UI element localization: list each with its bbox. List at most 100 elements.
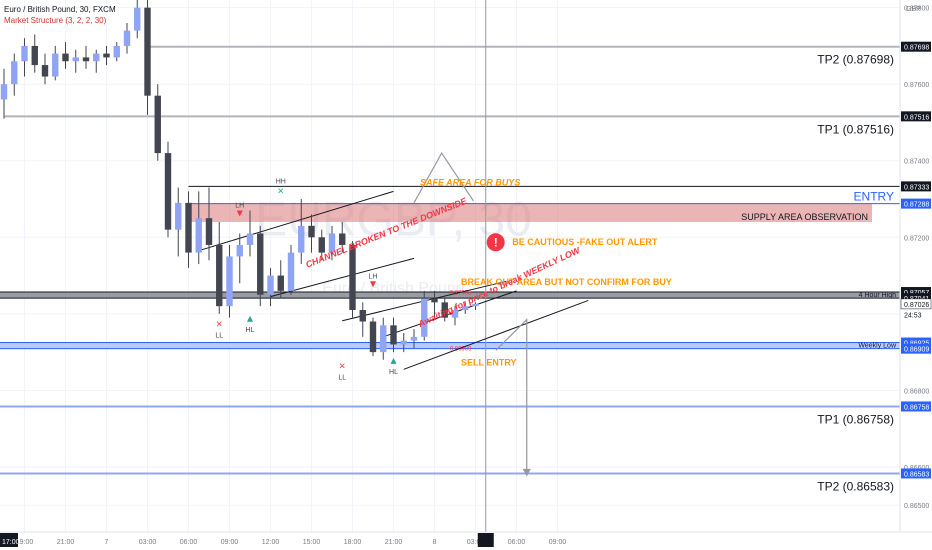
- structure-label: LL: [338, 375, 346, 382]
- candle: [21, 38, 28, 77]
- price-tag-label: 0.87516: [904, 114, 929, 121]
- level-label: TP1 (0.87516): [817, 122, 894, 136]
- structure-marker: HL: [246, 315, 255, 334]
- time-tick-label: 06:00: [180, 539, 198, 546]
- candle: [472, 302, 479, 311]
- time-axis-background: [0, 532, 932, 550]
- candle: [298, 199, 305, 265]
- candle-body: [236, 244, 243, 257]
- candle: [390, 317, 397, 353]
- price-tag-label: 24:53: [904, 313, 922, 320]
- price-tag-box: [901, 309, 931, 320]
- structure-label: HH: [276, 179, 286, 186]
- four-hour-high-label: 4 Hour High: [859, 292, 896, 299]
- candle-body: [62, 53, 69, 62]
- candle: [11, 53, 18, 96]
- level-price-label: 0.87056: [450, 290, 472, 296]
- price-tick-label: 0.86800: [904, 388, 929, 395]
- candle-body: [421, 298, 428, 337]
- candle-body: [267, 275, 274, 295]
- price-tag: 0.87026: [900, 298, 932, 310]
- candle-body: [144, 7, 151, 96]
- structure-label: HL: [389, 369, 398, 376]
- symbol-title[interactable]: Euro / British Pound, 30, FXCM: [4, 5, 116, 14]
- price-tick-label: 0.86500: [904, 503, 929, 510]
- candle: [451, 306, 459, 326]
- currency-label: GBP: [906, 6, 921, 13]
- candle: [257, 225, 264, 307]
- candle-body: [72, 57, 79, 62]
- price-tag: 0.86583: [901, 468, 931, 479]
- candle: [369, 317, 377, 356]
- weekly-low-label: Weekly Low: [858, 343, 897, 350]
- structure-label: LH: [369, 273, 378, 280]
- higher-high-marker: ×: [278, 186, 284, 198]
- price-axis-background: [900, 0, 932, 532]
- candle-body: [451, 310, 459, 318]
- time-tick-label: 15:00: [303, 539, 321, 546]
- higher-low-marker: [247, 315, 253, 322]
- price-tag-box: [901, 41, 931, 52]
- price-tag-box: [901, 468, 931, 479]
- candle-body: [287, 252, 295, 291]
- candle: [113, 42, 120, 62]
- price-tag: 0.87333: [901, 181, 931, 192]
- alert-icon-circle: [486, 233, 505, 252]
- candle: [246, 210, 254, 257]
- candle-body: [175, 202, 182, 230]
- time-tick-label: 12:00: [262, 539, 280, 546]
- candle: [349, 241, 356, 318]
- time-tick-label: 03:00: [139, 539, 157, 546]
- candle-body: [369, 321, 377, 353]
- channel-line: [403, 299, 589, 370]
- time-tick-label: 8: [433, 539, 437, 546]
- supply-zone: [188, 203, 872, 222]
- alert-icon: !: [486, 233, 505, 252]
- candle: [175, 187, 182, 257]
- price-tag-label: 0.86758: [904, 404, 929, 411]
- time-tick-label: 19:00: [16, 539, 34, 546]
- candle: [462, 302, 469, 314]
- candle: [277, 260, 284, 299]
- lower-high-marker: [370, 281, 376, 288]
- candle: [380, 317, 387, 360]
- candle-body: [298, 225, 305, 253]
- candle-body: [11, 61, 18, 85]
- price-tag: 0.86909: [901, 343, 931, 354]
- candle-body: [318, 237, 325, 253]
- crosshair-time-tag: [477, 533, 494, 547]
- time-tick-label: 21:00: [385, 539, 403, 546]
- price-tick-label: 0.87400: [904, 159, 929, 166]
- price-tag-box: [900, 298, 932, 310]
- candle-body: [462, 306, 469, 311]
- candle-body: [380, 325, 387, 353]
- channel-line: [383, 290, 517, 338]
- candle-body: [134, 7, 141, 31]
- indicator-label[interactable]: Market Structure (3, 2, 2, 30): [4, 16, 107, 25]
- channel-line: [270, 257, 415, 298]
- candle: [62, 42, 69, 69]
- structure-marker: LH: [369, 273, 378, 288]
- price-tick-label: 0.87600: [904, 82, 929, 89]
- candle-body: [31, 45, 38, 66]
- weekly-low-band: [0, 342, 900, 349]
- candle-body: [0, 84, 8, 100]
- candle-body: [339, 233, 346, 245]
- time-tag-box: [0, 533, 18, 547]
- annotation-text: BREAK OUT AREA BUT NOT CONFIRM FOR BUY: [461, 277, 672, 287]
- candle-body: [123, 30, 131, 46]
- structure-marker: HL: [389, 357, 398, 376]
- chart-legend: Euro / British Pound, 30, FXCM Market St…: [4, 4, 116, 26]
- time-tick-label: 09:00: [549, 539, 567, 546]
- time-tag: 17:00: [0, 533, 20, 547]
- candle: [103, 45, 110, 66]
- candle-body: [257, 233, 264, 295]
- candle: [134, 0, 141, 39]
- price-tag-box: [901, 287, 931, 298]
- price-tag-box: [901, 337, 931, 348]
- candle: [82, 45, 90, 69]
- time-tick-label: 18:00: [344, 539, 362, 546]
- annotation-text: BE CAUTIOUS -FAKE OUT ALERT: [512, 237, 658, 247]
